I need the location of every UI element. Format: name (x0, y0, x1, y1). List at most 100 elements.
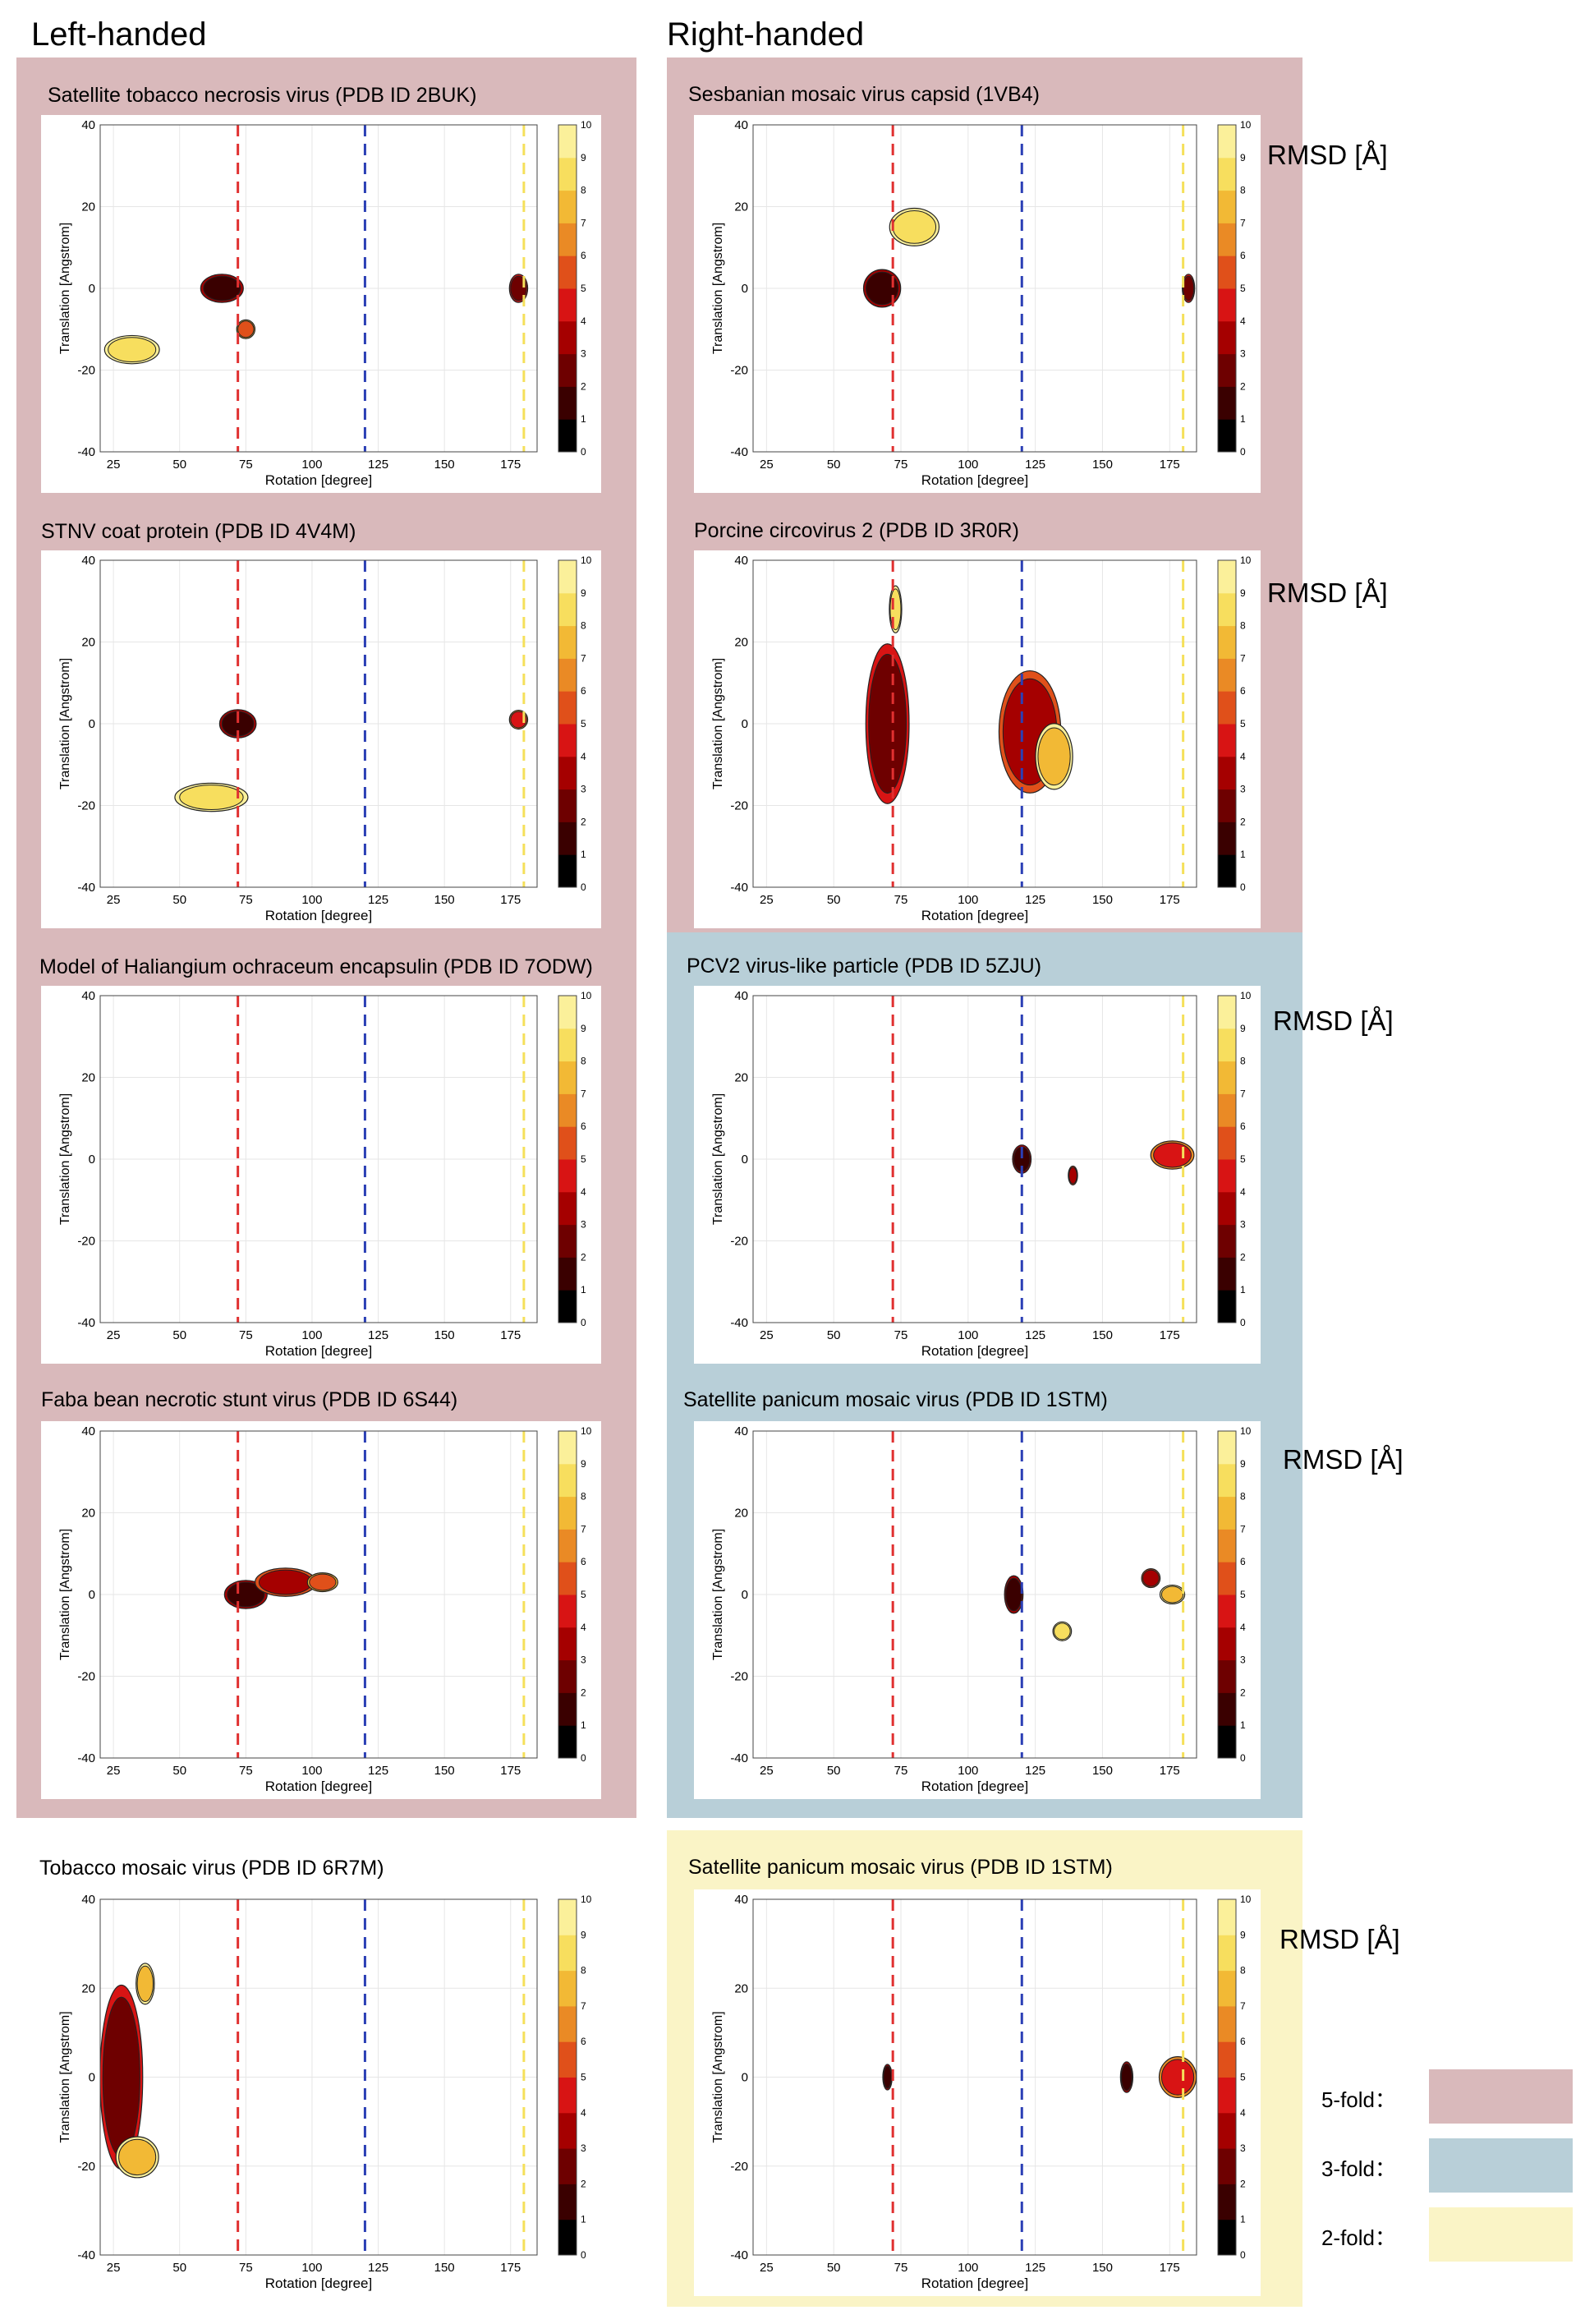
x-tick-label: 150 (1092, 1328, 1113, 1342)
colorbar-tick-label: 1 (1240, 2214, 1246, 2225)
colorbar-tick-label: 6 (1240, 2036, 1246, 2047)
colorbar-segment (558, 1061, 577, 1094)
colorbar-segment (1218, 2077, 1236, 2114)
colorbar-tick-label: 7 (581, 652, 586, 664)
x-axis-label: Rotation [degree] (265, 472, 372, 488)
x-tick-label: 100 (301, 1764, 322, 1778)
colorbar-segment (1218, 756, 1236, 790)
x-axis-label: Rotation [degree] (265, 908, 372, 923)
colorbar-tick-label: 5 (1240, 1153, 1246, 1165)
y-tick-label: 20 (734, 200, 748, 214)
y-tick-label: -20 (730, 1670, 748, 1684)
colorbar-frame (558, 995, 577, 1323)
x-tick-label: 50 (172, 1764, 186, 1778)
heatmap-region (883, 2065, 893, 2089)
y-tick-label: -40 (77, 1751, 95, 1765)
heatmap-6s44: 25 50 75 100 125 150 175 -40 -20 0 20 40 Rotation [d… (41, 1421, 601, 1799)
colorbar-segment (1218, 1529, 1236, 1562)
y-tick-label: -40 (730, 1316, 748, 1330)
legend-label-5fold: 5-fold： (1321, 2087, 1396, 2112)
colorbar-tick-label: 6 (1240, 1121, 1246, 1132)
colorbar-segment (558, 1159, 577, 1193)
plot-frame (752, 1430, 1197, 1759)
colorbar-frame (1217, 124, 1237, 453)
plot-title-4v4m: STNV coat protein (PDB ID 4V4M) (41, 520, 356, 543)
y-tick-label: 0 (742, 282, 748, 296)
y-tick-label: 40 (734, 118, 748, 132)
colorbar-tick-label: 8 (581, 620, 586, 632)
x-tick-label: 100 (958, 1764, 978, 1778)
heatmap-7odw: 25 50 75 100 125 150 175 -40 -20 0 20 40 Rotation [d… (41, 986, 601, 1364)
colorbar-tick-label: 3 (581, 784, 586, 795)
y-tick-label: 20 (734, 1507, 748, 1521)
right-handed-header: Right-handed (667, 16, 865, 53)
x-tick-label: 150 (1092, 1764, 1113, 1778)
colorbar-segment (558, 756, 577, 790)
colorbar-tick-label: 10 (1240, 1425, 1252, 1437)
heatmap-region (892, 209, 937, 244)
colorbar-segment (558, 1463, 577, 1498)
legend-swatch-2fold (1429, 2207, 1573, 2262)
heatmap-region (1120, 2063, 1132, 2092)
colorbar-frame (1217, 559, 1237, 888)
colorbar-tick-label: 0 (581, 446, 586, 458)
colorbar-tick-label: 1 (1240, 1719, 1246, 1731)
x-tick-label: 50 (172, 893, 186, 907)
y-tick-label: -20 (730, 1235, 748, 1249)
y-tick-label: -40 (77, 1316, 95, 1330)
x-tick-label: 175 (1160, 1764, 1180, 1778)
colorbar-segment (1218, 789, 1236, 822)
colorbar-segment (558, 1431, 577, 1465)
colorbar-segment (558, 560, 577, 594)
colorbar-segment (558, 1970, 577, 2007)
colorbar-segment (1218, 125, 1236, 159)
heatmap-region (510, 711, 527, 729)
colorbar-segment (558, 2184, 577, 2220)
x-tick-label: 125 (368, 893, 388, 907)
legend-swatch-3fold (1429, 2138, 1573, 2193)
x-tick-label: 50 (172, 1328, 186, 1342)
colorbar-segment (558, 2112, 577, 2149)
colorbar-tick-label: 5 (581, 718, 586, 729)
colorbar-segment (1218, 821, 1236, 855)
y-axis-label: Translation [Angstrom] (711, 658, 725, 789)
colorbar-tick-label: 9 (1240, 587, 1246, 599)
colorbar-tick-label: 9 (581, 152, 586, 163)
colorbar-segment (558, 1595, 577, 1628)
colorbar-tick-label: 9 (581, 587, 586, 599)
x-tick-label: 100 (958, 893, 978, 907)
colorbar-tick-label: 6 (581, 685, 586, 697)
x-axis-label: Rotation [degree] (265, 1343, 372, 1359)
colorbar-tick-label: 5 (1240, 1589, 1246, 1600)
colorbar-tick-label: 8 (1240, 1965, 1246, 1977)
plot-title-5zju: PCV2 virus-like particle (PDB ID 5ZJU) (687, 955, 1042, 978)
colorbar-segment (1218, 386, 1236, 420)
colorbar-tick-label: 0 (581, 1317, 586, 1328)
colorbar-segment (1218, 658, 1236, 692)
colorbar-tick-label: 8 (1240, 620, 1246, 632)
y-tick-label: -20 (77, 799, 95, 813)
y-tick-label: 40 (734, 554, 748, 568)
y-tick-label: -40 (77, 881, 95, 895)
colorbar-segment (1218, 1970, 1236, 2007)
colorbar-tick-label: 4 (581, 315, 586, 327)
colorbar-tick-label: 3 (1240, 1219, 1246, 1231)
colorbar-tick-label: 0 (581, 1752, 586, 1764)
heatmap-1stm-3fold: 25 50 75 100 125 150 175 -40 -20 0 20 40 Rotation [d… (694, 1421, 1261, 1799)
x-tick-label: 125 (1025, 893, 1045, 907)
colorbar-tick-label: 2 (581, 1687, 586, 1698)
colorbar-tick-label: 4 (581, 751, 586, 762)
x-tick-label: 50 (172, 458, 186, 472)
colorbar-tick-label: 1 (1240, 413, 1246, 425)
heatmap-region (258, 1569, 313, 1595)
colorbar-segment (558, 724, 577, 757)
colorbar-tick-label: 6 (1240, 1556, 1246, 1567)
y-tick-label: 40 (81, 1893, 95, 1907)
colorbar-segment (558, 2148, 577, 2184)
x-tick-label: 75 (894, 893, 908, 907)
colorbar-segment (558, 1692, 577, 1726)
